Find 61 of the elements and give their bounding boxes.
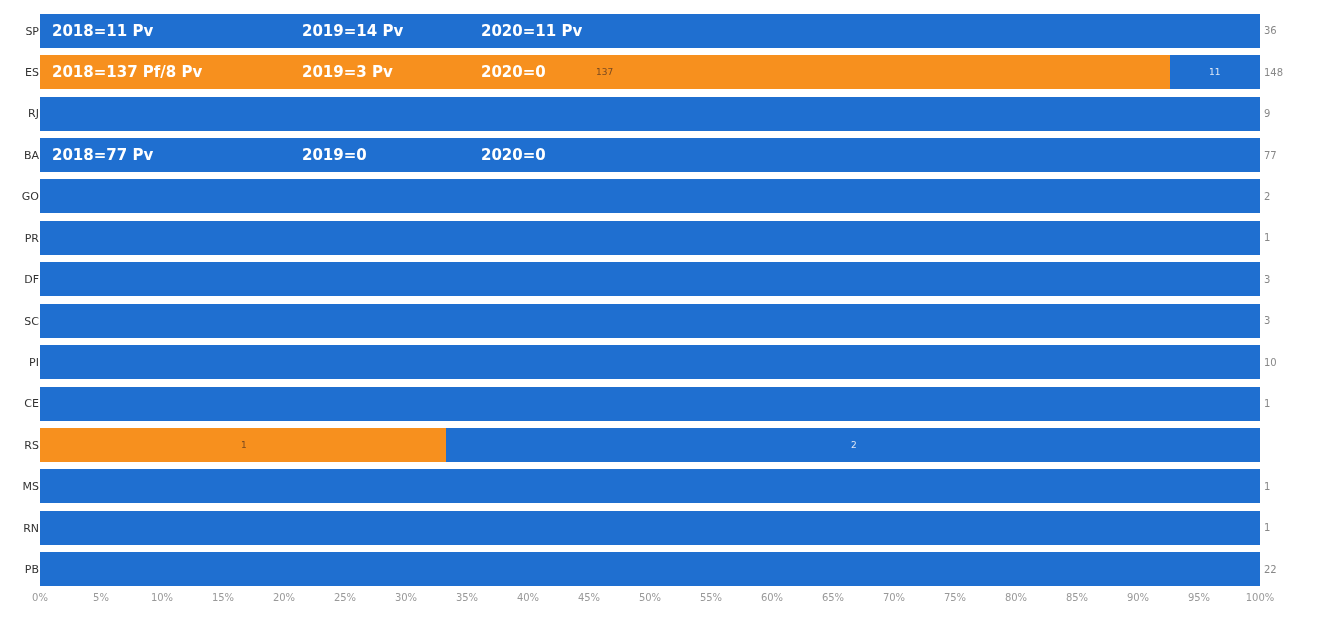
annotation: 2019=14 Pv: [302, 22, 404, 40]
x-tick-label: 80%: [1004, 592, 1028, 603]
y-tick-label: GO: [21, 190, 40, 204]
x-tick-label: 65%: [821, 592, 845, 603]
y-tick-label: CE: [24, 397, 40, 411]
y-tick-label: DF: [24, 273, 39, 287]
x-tick-label: 25%: [333, 592, 357, 603]
x-tick-label: 90%: [1126, 592, 1150, 603]
x-tick-label: 70%: [882, 592, 906, 603]
x-tick-label: 95%: [1187, 592, 1211, 603]
x-tick-label: 30%: [394, 592, 418, 603]
x-tick-label: 5%: [93, 592, 109, 603]
x-tick-label: 50%: [638, 592, 662, 603]
y-tick-label: PR: [24, 231, 40, 245]
y-tick-label: MS: [22, 480, 40, 494]
annotation: 148: [1264, 67, 1284, 78]
annotation: 77: [1264, 150, 1277, 161]
x-tick-label: 20%: [272, 592, 296, 603]
annotation: 1: [1264, 481, 1271, 492]
x-tick-label: 75%: [943, 592, 967, 603]
annotation: 10: [1264, 357, 1277, 368]
annotation: 2020=0: [481, 146, 546, 164]
y-tick-label: PB: [24, 563, 39, 577]
y-tick-label: RN: [23, 521, 39, 535]
annotation: 2020=11 Pv: [481, 22, 583, 40]
annotation: 2018=137 Pf/8 Pv: [52, 63, 203, 81]
annotation: 9: [1264, 108, 1271, 119]
annotation: 1: [1264, 398, 1271, 409]
x-tick-label: 45%: [577, 592, 601, 603]
annotation: 2018=11 Pv: [52, 22, 154, 40]
annotation: 1: [241, 440, 247, 450]
x-tick-label: 15%: [211, 592, 235, 603]
x-tick-label: 40%: [516, 592, 540, 603]
annotation: 36: [1264, 25, 1277, 36]
annotation: 3: [1264, 274, 1271, 285]
y-tick-label: RJ: [28, 107, 39, 121]
annotation: 11: [1209, 67, 1221, 77]
annotation: 1: [1264, 232, 1271, 243]
annotation: 2: [851, 440, 857, 450]
y-tick-label: ES: [25, 65, 40, 79]
annotation: 2019=0: [302, 146, 367, 164]
y-tick-label: PI: [29, 355, 39, 369]
x-tick-label: 85%: [1065, 592, 1089, 603]
x-tick-label: 35%: [455, 592, 479, 603]
annotation: 3: [1264, 315, 1271, 326]
annotation: 2018=77 Pv: [52, 146, 154, 164]
annotation: 2019=3 Pv: [302, 63, 393, 81]
annotation: 1: [1264, 522, 1271, 533]
x-tick-label: 55%: [699, 592, 723, 603]
x-tick-label: 10%: [150, 592, 174, 603]
x-tick-label: 100%: [1245, 592, 1275, 603]
annotation: 137: [596, 67, 614, 77]
y-tick-label: SC: [24, 314, 40, 328]
x-tick-label: 60%: [760, 592, 784, 603]
annotation: 2020=0: [481, 63, 546, 81]
y-tick-label: SP: [25, 24, 40, 38]
y-tick-label: RS: [24, 438, 39, 452]
annotation: 22: [1264, 564, 1277, 575]
y-tick-label: BA: [23, 148, 40, 162]
x-tick-label: 0%: [32, 592, 48, 603]
annotation: 2: [1264, 191, 1271, 202]
